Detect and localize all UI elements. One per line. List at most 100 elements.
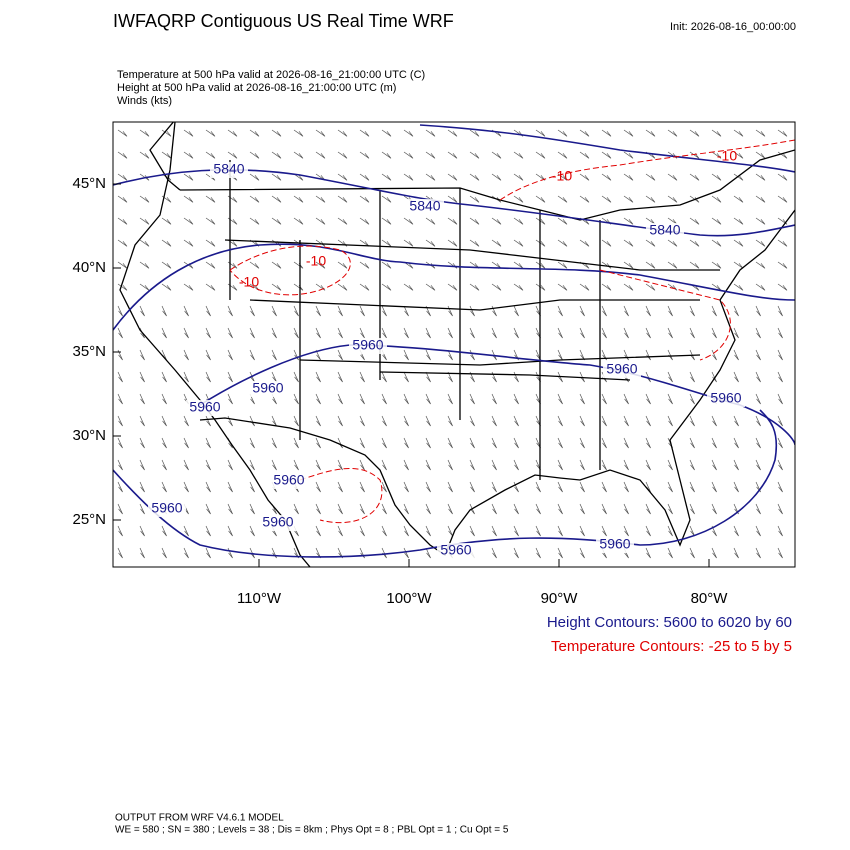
- wind-barb: [777, 349, 783, 361]
- wind-barb: [711, 503, 717, 515]
- wind-barb: [755, 371, 761, 383]
- wind-barb: [667, 195, 678, 203]
- wind-barb: [183, 349, 189, 361]
- wind-barb: [579, 195, 590, 203]
- wind-barb: [249, 217, 260, 225]
- wind-barb: [535, 239, 546, 247]
- wind-barb: [667, 459, 673, 471]
- wind-barb: [271, 437, 277, 449]
- wind-barb: [491, 327, 497, 339]
- wind-barb: [403, 393, 409, 405]
- wind-barb: [293, 547, 299, 559]
- wind-barb: [117, 217, 128, 225]
- wind-barb: [623, 217, 634, 225]
- wind-barb: [733, 415, 739, 427]
- wind-barb: [513, 151, 524, 159]
- wind-barb: [513, 459, 519, 471]
- wind-barb: [183, 261, 194, 269]
- wind-barb: [777, 129, 788, 137]
- wind-barb: [359, 547, 365, 559]
- wind-barb: [359, 217, 370, 225]
- wind-barb: [579, 547, 585, 559]
- wind-barb: [513, 525, 519, 537]
- wind-barb: [755, 195, 766, 203]
- wind-barb: [337, 173, 348, 181]
- wind-barb: [271, 349, 277, 361]
- title: IWFAQRP Contiguous US Real Time WRF: [113, 11, 454, 31]
- wind-barb: [293, 305, 299, 317]
- wind-barb: [755, 547, 761, 559]
- height-label-box: [596, 537, 634, 553]
- wind-barb: [403, 173, 414, 181]
- wind-barb: [293, 151, 304, 159]
- wind-barb: [601, 173, 612, 181]
- wind-barb: [469, 129, 480, 137]
- wind-barb: [359, 481, 365, 493]
- wind-barb: [623, 459, 629, 471]
- wind-barb: [205, 525, 211, 537]
- wind-barb: [711, 261, 722, 269]
- wind-barb: [689, 217, 700, 225]
- state-line: [229, 160, 601, 480]
- wind-barb: [293, 173, 304, 181]
- height-contour: [113, 409, 778, 558]
- wind-barb: [645, 327, 651, 339]
- wind-barb: [469, 393, 475, 405]
- wind-barb: [425, 129, 436, 137]
- wind-barb: [315, 437, 321, 449]
- wind-barb: [513, 239, 524, 247]
- wind-barb: [381, 217, 392, 225]
- wind-barb: [381, 195, 392, 203]
- wind-barb: [447, 195, 458, 203]
- wind-barb: [733, 371, 739, 383]
- wind-barb: [667, 371, 673, 383]
- wind-barb: [711, 151, 722, 159]
- wind-barb: [271, 327, 277, 339]
- map-frame: [112, 121, 796, 568]
- wind-barb: [403, 305, 409, 317]
- lon-label: 100°W: [386, 590, 432, 607]
- wind-barb: [491, 459, 497, 471]
- wind-barb: [271, 283, 282, 291]
- map-labels: 45°N 40°N 35°N 30°N 25°N 110°W 100°W 90°W 80°W 58…: [72, 148, 745, 607]
- wind-barb: [491, 283, 502, 291]
- wind-barb: [293, 129, 304, 137]
- wind-barb: [117, 459, 123, 471]
- wind-barb: [755, 503, 761, 515]
- wind-barb: [755, 305, 761, 317]
- wind-barb: [513, 393, 519, 405]
- wind-barb: [557, 239, 568, 247]
- lon-label: 90°W: [541, 590, 579, 607]
- wind-barb: [777, 525, 783, 537]
- wind-barb: [117, 547, 123, 559]
- wind-barb: [777, 327, 783, 339]
- wind-barb: [711, 437, 717, 449]
- wind-barb: [711, 239, 722, 247]
- wind-barb: [227, 305, 233, 317]
- wind-barb: [161, 327, 167, 339]
- wind-barb: [183, 129, 194, 137]
- wind-barb: [403, 261, 414, 269]
- wind-barb: [777, 195, 788, 203]
- wind-barb: [359, 305, 365, 317]
- wind-barb: [139, 393, 145, 405]
- wind-barb: [513, 547, 519, 559]
- wind-barb: [755, 283, 766, 291]
- wind-barb: [315, 415, 321, 427]
- wind-barb: [755, 415, 761, 427]
- wind-barb: [293, 217, 304, 225]
- wind-barb: [117, 503, 123, 515]
- wind-barb: [139, 129, 150, 137]
- wind-barb: [733, 459, 739, 471]
- height-label: 5960: [252, 380, 283, 396]
- wind-barb: [117, 129, 128, 137]
- wind-barb: [227, 481, 233, 493]
- wind-barb: [579, 525, 585, 537]
- wind-barb: [755, 349, 761, 361]
- wind-barb: [425, 525, 431, 537]
- wind-barb: [359, 393, 365, 405]
- wind-barb: [733, 481, 739, 493]
- wind-barb: [491, 217, 502, 225]
- wind-barb: [557, 129, 568, 137]
- wind-barb: [227, 261, 238, 269]
